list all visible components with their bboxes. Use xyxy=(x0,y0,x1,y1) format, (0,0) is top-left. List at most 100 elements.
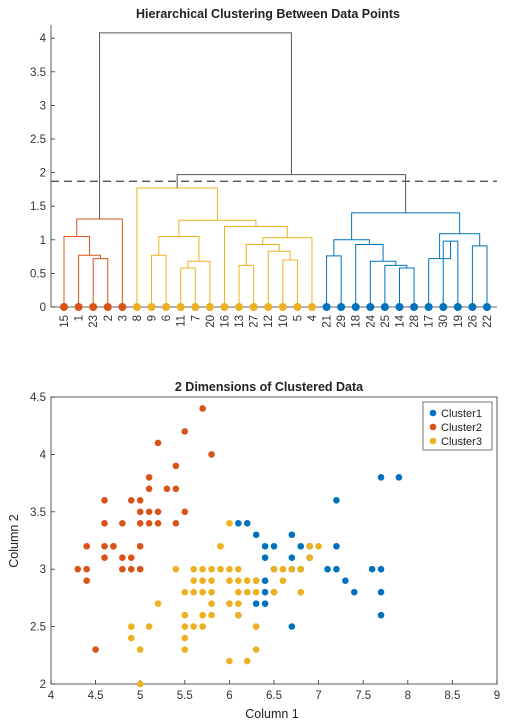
data-point-cluster1 xyxy=(261,577,269,584)
leaf-label: 30 xyxy=(438,315,450,328)
x-tick-label: 6 xyxy=(226,690,232,702)
leaf-marker xyxy=(147,303,156,311)
data-point-cluster2 xyxy=(83,565,90,573)
data-point-cluster3 xyxy=(208,600,215,607)
leaf-label: 9 xyxy=(147,315,159,321)
data-point-cluster2 xyxy=(154,439,162,447)
data-point-cluster1 xyxy=(235,611,242,619)
data-point-cluster3 xyxy=(181,611,189,619)
data-point-cluster3 xyxy=(252,623,260,630)
y-tick-label: 4.5 xyxy=(30,392,46,404)
data-point-cluster2 xyxy=(208,451,215,458)
leaf-marker xyxy=(468,303,477,311)
data-point-cluster1 xyxy=(342,577,349,584)
leaf-label: 2 xyxy=(103,315,115,321)
leaf-label: 23 xyxy=(88,315,100,328)
leaf-marker xyxy=(453,303,462,311)
data-point-cluster3 xyxy=(297,565,305,573)
data-point-cluster1 xyxy=(324,565,331,573)
data-point-cluster3 xyxy=(154,600,162,607)
leaf-marker xyxy=(191,303,200,311)
data-point-cluster2 xyxy=(199,405,206,412)
dendrogram-chart: Hierarchical Clustering Between Data Poi… xyxy=(30,7,497,328)
dendrogram-link xyxy=(158,235,200,262)
x-tick-label: 7 xyxy=(315,690,321,702)
y-tick-label: 1.5 xyxy=(30,201,46,213)
y-tick-label: 2.5 xyxy=(30,622,46,634)
data-point-cluster2 xyxy=(145,485,153,493)
leaf-label: 14 xyxy=(394,314,406,327)
data-point-cluster3 xyxy=(208,588,215,596)
data-point-cluster2 xyxy=(92,646,99,653)
data-point-cluster2 xyxy=(101,519,108,527)
y-tick-label: 2 xyxy=(40,679,46,691)
data-point-cluster1 xyxy=(306,554,313,562)
data-point-cluster2 xyxy=(172,485,180,493)
leaf-label: 22 xyxy=(482,315,494,328)
data-point-cluster3 xyxy=(235,577,242,584)
x-tick-label: 8 xyxy=(405,690,411,702)
data-point-cluster3 xyxy=(297,588,305,596)
data-point-cluster1 xyxy=(288,565,296,573)
y-tick-label: 3 xyxy=(40,100,46,112)
leaf-marker xyxy=(483,303,491,311)
data-point-cluster1 xyxy=(395,474,403,481)
data-point-cluster3 xyxy=(226,600,233,607)
x-tick-label: 9 xyxy=(494,690,500,702)
data-point-cluster2 xyxy=(154,519,162,527)
data-point-cluster3 xyxy=(181,588,189,596)
x-tick-label: 7.5 xyxy=(355,690,371,702)
x-axis-label: Column 1 xyxy=(245,707,299,721)
data-point-cluster2 xyxy=(83,577,90,584)
leaf-marker xyxy=(60,303,68,311)
y-tick-label: 4 xyxy=(40,449,47,461)
data-point-cluster3 xyxy=(127,623,135,630)
y-tick-label: 2 xyxy=(40,168,46,180)
data-point-cluster2 xyxy=(136,497,144,504)
data-point-cluster3 xyxy=(217,565,224,573)
leaf-label: 26 xyxy=(467,315,479,328)
leaf-label: 5 xyxy=(292,315,304,321)
data-point-cluster2 xyxy=(154,508,162,516)
leaf-marker xyxy=(249,303,258,311)
leaf-marker xyxy=(176,303,185,311)
data-point-cluster1 xyxy=(261,542,269,550)
leaf-marker xyxy=(235,303,244,311)
leaf-label: 11 xyxy=(176,315,188,327)
data-point-cluster2 xyxy=(119,554,126,562)
data-point-cluster1 xyxy=(350,588,358,596)
data-point-cluster1 xyxy=(243,519,251,527)
dendrogram-link xyxy=(326,255,342,307)
data-point-cluster3 xyxy=(226,577,233,584)
leaf-marker xyxy=(395,303,404,311)
data-point-cluster3 xyxy=(235,611,242,619)
x-tick-label: 4.5 xyxy=(88,690,104,702)
data-point-cluster2 xyxy=(136,508,144,516)
dendrogram-link xyxy=(369,260,397,307)
leaf-marker xyxy=(351,303,360,311)
data-point-cluster2 xyxy=(136,565,144,573)
data-point-cluster3 xyxy=(288,565,296,573)
data-point-cluster1 xyxy=(252,577,260,584)
dendrogram-link xyxy=(351,212,461,240)
dendrogram-link xyxy=(151,254,167,307)
data-point-cluster1 xyxy=(368,565,376,573)
data-point-cluster3 xyxy=(172,565,180,573)
data-point-cluster1 xyxy=(270,565,278,573)
data-point-cluster3 xyxy=(190,565,198,573)
leaf-label: 17 xyxy=(424,315,436,328)
leaf-label: 28 xyxy=(409,315,421,328)
data-point-cluster1 xyxy=(377,565,385,573)
leaf-label: 15 xyxy=(59,315,71,328)
data-point-cluster1 xyxy=(252,600,260,607)
data-point-cluster1 xyxy=(297,542,305,550)
data-point-cluster2 xyxy=(172,462,180,470)
data-point-cluster1 xyxy=(297,565,305,573)
x-tick-label: 8.5 xyxy=(444,690,460,702)
data-point-cluster3 xyxy=(243,577,251,584)
leaf-marker xyxy=(132,303,141,311)
leaf-marker xyxy=(439,303,448,311)
data-point-cluster1 xyxy=(288,531,296,539)
data-point-cluster3 xyxy=(306,542,313,550)
leaf-label: 20 xyxy=(205,315,217,328)
